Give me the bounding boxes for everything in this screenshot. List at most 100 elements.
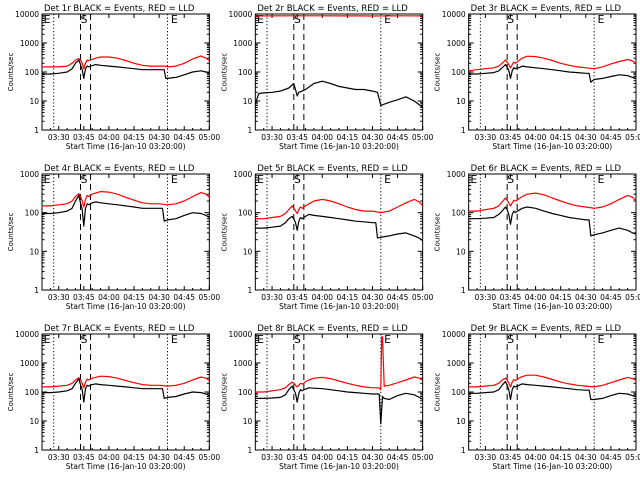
marker-letter: S <box>294 13 301 26</box>
y-axis-title: Counts/sec <box>434 53 442 92</box>
x-tick-label: 03:30 <box>48 133 70 142</box>
x-tick-label: 03:30 <box>48 453 70 462</box>
marker-letter: S <box>507 333 514 346</box>
x-tick-label: 05:00 <box>625 293 640 302</box>
x-tick-label: 04:30 <box>575 453 597 462</box>
series-line-lld <box>468 380 637 401</box>
marker-letter: E <box>257 333 264 346</box>
x-tick-label: 03:30 <box>261 133 283 142</box>
x-tick-label: 03:30 <box>475 293 497 302</box>
x-tick-label: 05:00 <box>412 133 434 142</box>
x-tick-label: 04:15 <box>550 293 572 302</box>
x-tick-label: 04:00 <box>98 453 120 462</box>
y-tick-label: 100 <box>451 388 466 397</box>
chart-title: Det 6r BLACK = Events, RED = LLD <box>471 164 622 174</box>
marker-letter: S <box>294 333 301 346</box>
y-axis-title: Counts/sec <box>7 373 15 412</box>
marker-letter: E <box>384 333 391 346</box>
x-tick-label: 05:00 <box>625 133 640 142</box>
x-tick-label: 04:30 <box>148 293 170 302</box>
chart-panel: Det 6r BLACK = Events, RED = LLD 03:30 03:… <box>434 164 640 311</box>
x-tick-label: 05:00 <box>412 293 434 302</box>
y-tick-label: 100 <box>238 68 253 77</box>
y-tick-label: 1000 <box>447 170 466 179</box>
x-tick-label: 04:45 <box>387 453 409 462</box>
y-tick-label: 10000 <box>15 330 39 339</box>
x-tick-label: 04:45 <box>600 453 622 462</box>
chart-title: Det 8r BLACK = Events, RED = LLD <box>257 324 408 334</box>
chart-panel: Det 7r BLACK = Events, RED = LLD 03:30 03:… <box>7 324 220 471</box>
y-tick-label: 10 <box>456 417 466 426</box>
marker-letter: E <box>44 13 51 26</box>
x-tick-label: 04:15 <box>337 293 359 302</box>
x-tick-label: 03:45 <box>286 293 308 302</box>
y-tick-label: 1 <box>461 126 466 135</box>
series-line-events <box>468 192 637 212</box>
y-axis-title: Counts/sec <box>220 373 228 412</box>
y-axis-title: Counts/sec <box>434 373 442 412</box>
x-tick-label: 05:00 <box>625 453 640 462</box>
x-axis-title: Start Time (16-Jan-10 03:20:00) <box>66 462 186 471</box>
series-line-lld <box>255 385 424 425</box>
x-tick-label: 04:15 <box>550 133 572 142</box>
series-line-lld <box>254 80 424 108</box>
x-tick-label: 04:15 <box>337 453 359 462</box>
marker-letter: E <box>171 173 178 186</box>
x-tick-label: 03:30 <box>475 133 497 142</box>
chart-title: Det 4r BLACK = Events, RED = LLD <box>44 164 195 174</box>
chart-panel: Det 9r BLACK = Events, RED = LLD 03:30 03:… <box>434 324 640 471</box>
y-axis-title: Counts/sec <box>220 53 228 92</box>
y-tick-label: 1000 <box>20 170 39 179</box>
x-tick-label: 04:45 <box>173 453 195 462</box>
plot-frame <box>254 173 424 291</box>
y-tick-label: 1000 <box>233 170 252 179</box>
series-line-events <box>468 55 637 72</box>
x-tick-label: 04:15 <box>337 133 359 142</box>
x-tick-label: 05:00 <box>199 133 221 142</box>
marker-letter: E <box>598 173 605 186</box>
marker-letter: S <box>507 173 514 186</box>
chart-panel: Det 2r BLACK = Events, RED = LLD 03:30 03:… <box>220 4 433 151</box>
x-tick-label: 04:45 <box>387 293 409 302</box>
x-tick-label: 03:45 <box>500 293 522 302</box>
y-tick-label: 1 <box>34 126 39 135</box>
y-tick-label: 10000 <box>15 10 39 19</box>
x-axis-title: Start Time (16-Jan-10 03:20:00) <box>66 142 186 151</box>
x-tick-label: 04:30 <box>148 133 170 142</box>
x-tick-label: 04:30 <box>575 293 597 302</box>
y-tick-label: 10000 <box>228 330 252 339</box>
marker-letter: E <box>598 13 605 26</box>
series-line-lld <box>42 378 210 403</box>
y-tick-label: 10 <box>456 97 466 106</box>
x-tick-label: 04:45 <box>600 293 622 302</box>
x-tick-label: 04:15 <box>123 293 145 302</box>
marker-letter: E <box>470 173 477 186</box>
y-tick-label: 100 <box>25 209 40 218</box>
x-tick-label: 03:45 <box>73 133 95 142</box>
x-tick-label: 04:45 <box>387 133 409 142</box>
y-tick-label: 10 <box>243 417 253 426</box>
y-tick-label: 100 <box>238 209 253 218</box>
x-tick-label: 04:15 <box>550 453 572 462</box>
x-tick-label: 03:45 <box>286 453 308 462</box>
x-tick-label: 04:45 <box>173 293 195 302</box>
x-tick-label: 03:30 <box>261 293 283 302</box>
y-tick-label: 1000 <box>447 39 466 48</box>
x-tick-label: 05:00 <box>412 453 434 462</box>
x-tick-label: 05:00 <box>199 293 221 302</box>
plot-frame <box>254 13 424 131</box>
x-tick-label: 04:00 <box>98 293 120 302</box>
x-tick-label: 04:45 <box>600 133 622 142</box>
series-line-lld <box>468 63 637 83</box>
y-tick-label: 100 <box>25 68 40 77</box>
x-tick-label: 04:30 <box>148 453 170 462</box>
chart-panel: Det 8r BLACK = Events, RED = LLD 03:30 03:… <box>220 324 433 471</box>
y-tick-label: 10 <box>29 97 39 106</box>
series-line-lld <box>468 206 637 237</box>
series-line-events <box>255 198 424 220</box>
plot-frame <box>254 333 424 451</box>
series-line-events <box>42 55 210 70</box>
x-tick-label: 04:00 <box>311 453 333 462</box>
x-tick-label: 03:45 <box>500 453 522 462</box>
